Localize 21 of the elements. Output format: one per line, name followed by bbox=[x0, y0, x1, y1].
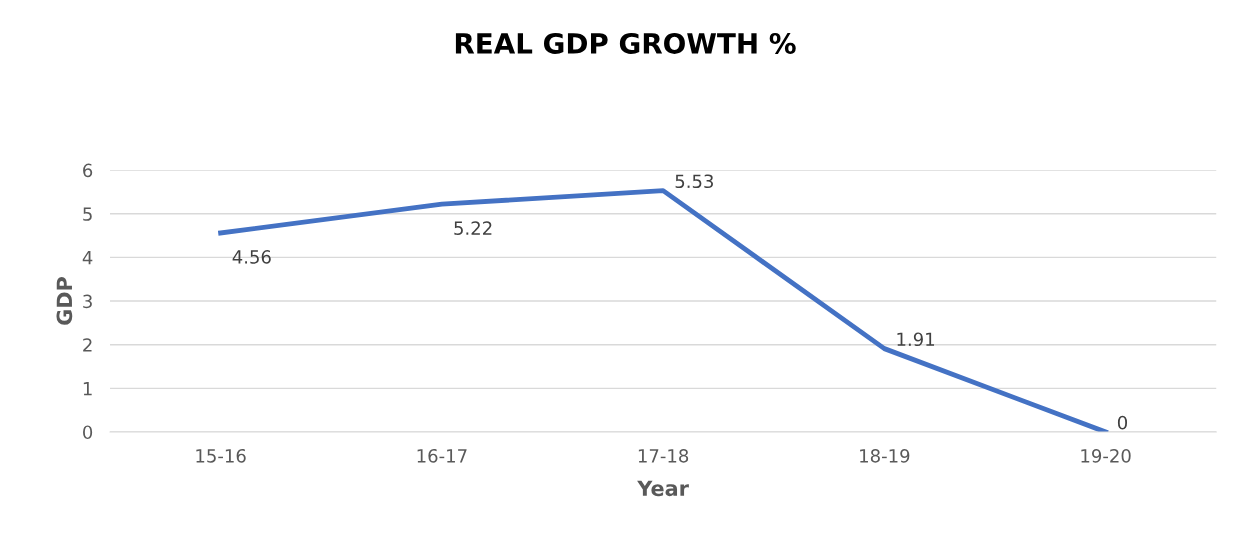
y-tick-label: 2 bbox=[83, 338, 92, 352]
y-tick-label: 0 bbox=[83, 425, 93, 440]
x-tick-label: 17-18 bbox=[638, 448, 689, 463]
x-tick-label: 18-19 bbox=[860, 448, 910, 463]
data-label: 1.91 bbox=[897, 332, 935, 347]
x-axis-title: Year bbox=[637, 480, 689, 497]
x-tick-label: 15-16 bbox=[196, 448, 246, 463]
x-tick-label: 19-20 bbox=[1081, 448, 1131, 463]
y-tick-label: 5 bbox=[83, 207, 92, 221]
y-tick-label: 6 bbox=[83, 163, 93, 178]
y-tick-label: 3 bbox=[83, 294, 92, 309]
y-axis-title: GDP bbox=[56, 277, 73, 325]
line-series bbox=[218, 188, 1109, 432]
data-label: 5.22 bbox=[454, 221, 492, 235]
x-tick-label: 16-17 bbox=[417, 448, 467, 463]
data-label: 4.56 bbox=[232, 250, 271, 264]
data-label: 0 bbox=[1117, 415, 1128, 430]
data-label: 5.53 bbox=[675, 174, 713, 189]
chart-title: REAL GDP GROWTH % bbox=[455, 32, 796, 54]
y-tick-label: 1 bbox=[83, 382, 92, 396]
y-tick-label: 4 bbox=[82, 251, 93, 265]
